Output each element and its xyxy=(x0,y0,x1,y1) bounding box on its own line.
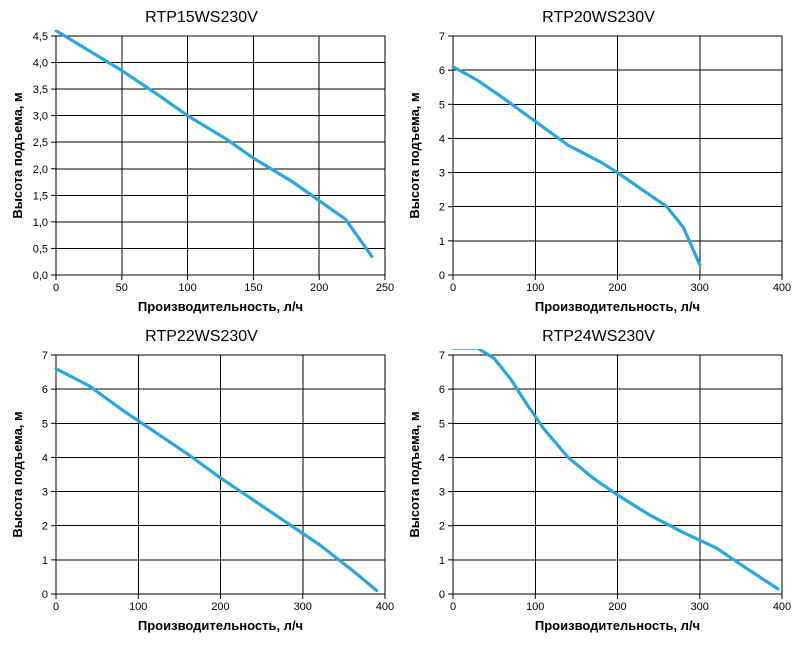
y-axis-label: Высота подъема, м xyxy=(407,92,422,218)
y-tick-label: 4,5 xyxy=(33,31,48,43)
y-tick-label: 3 xyxy=(439,168,445,180)
x-axis-label: Производительность, л/ч xyxy=(535,618,700,633)
panel-rtp15: RTP15WS230V 0 50 100 150 200 250 0,0 0,5 1,0 1,5 2… xyxy=(8,6,395,319)
y-tick-label: 1 xyxy=(439,555,445,567)
y-tick-label: 1 xyxy=(42,555,48,567)
y-tick-label: 5 xyxy=(439,99,445,111)
chart-title: RTP20WS230V xyxy=(405,6,792,30)
y-tick-label: 2,5 xyxy=(33,137,48,149)
panel-rtp22: RTP22WS230V 0 100 200 300 400 0 1 2 3 4 5 6 7 Произво… xyxy=(8,325,395,638)
y-tick-label: 3,0 xyxy=(33,111,48,123)
y-tick-label: 0,0 xyxy=(33,270,48,282)
y-tick-label: 2,0 xyxy=(33,164,48,176)
chart-svg: 0 100 200 300 400 0 1 2 3 4 5 6 7 Производительность,… xyxy=(405,349,792,638)
y-tick-label: 7 xyxy=(42,350,48,362)
y-tick-label: 7 xyxy=(439,31,445,43)
page: RTP15WS230V 0501001502002500,00,51,01,52… xyxy=(0,0,800,646)
x-tick-label: 300 xyxy=(691,282,709,294)
x-tick-label: 200 xyxy=(211,601,229,613)
y-tick-label: 3,5 xyxy=(33,84,48,96)
y-tick-label: 0,5 xyxy=(33,243,48,255)
y-axis-label: Высота подъема, м xyxy=(407,411,422,537)
x-tick-label: 0 xyxy=(450,601,456,613)
x-tick-label: 250 xyxy=(376,282,394,294)
y-tick-label: 1 xyxy=(439,236,445,248)
y-tick-label: 0 xyxy=(42,589,48,601)
y-tick-label: 5 xyxy=(439,418,445,430)
y-tick-label: 4,0 xyxy=(33,58,48,70)
panel-rtp24: RTP24WS230V 0 100 200 300 400 0 1 2 3 4 5 6 7 Произво… xyxy=(405,325,792,638)
y-tick-label: 4 xyxy=(439,452,445,464)
y-tick-label: 0 xyxy=(439,270,445,282)
x-tick-label: 100 xyxy=(129,601,147,613)
y-tick-label: 2 xyxy=(439,202,445,214)
chart-title: RTP22WS230V xyxy=(8,325,395,349)
x-axis-label: Производительность, л/ч xyxy=(138,618,303,633)
x-tick-label: 0 xyxy=(450,282,456,294)
y-tick-label: 3 xyxy=(42,487,48,499)
x-tick-label: 300 xyxy=(691,601,709,613)
chart-grid: RTP15WS230V 0501001502002500,00,51,01,52… xyxy=(0,0,800,646)
chart-canvas-rtp22: 0 100 200 300 400 0 1 2 3 4 5 6 7 Производительность,… xyxy=(8,349,395,638)
x-axis-label: Производительность, л/ч xyxy=(535,299,700,314)
x-tick-label: 100 xyxy=(526,601,544,613)
x-tick-label: 400 xyxy=(773,282,791,294)
chart-canvas-rtp20: 0 100 200 300 400 0 1 2 3 4 5 6 7 Производительность,… xyxy=(405,30,792,319)
chart-title: RTP15WS230V xyxy=(8,6,395,30)
y-axis-label: Высота подъема, м xyxy=(10,92,25,218)
y-tick-label: 5 xyxy=(42,418,48,430)
chart-svg: 0 100 200 300 400 0 1 2 3 4 5 6 7 Производительность,… xyxy=(405,30,792,319)
x-tick-label: 100 xyxy=(526,282,544,294)
y-tick-label: 6 xyxy=(439,384,445,396)
x-tick-label: 0 xyxy=(53,282,59,294)
x-tick-label: 300 xyxy=(294,601,312,613)
y-tick-label: 7 xyxy=(439,350,445,362)
x-axis-label: Производительность, л/ч xyxy=(138,299,303,314)
y-tick-label: 2 xyxy=(42,521,48,533)
x-tick-label: 0 xyxy=(53,601,59,613)
panel-rtp20: RTP20WS230V 0 100 200 300 400 0 1 2 3 4 5 6 7 Произво… xyxy=(405,6,792,319)
chart-title: RTP24WS230V xyxy=(405,325,792,349)
x-tick-label: 200 xyxy=(608,282,626,294)
y-tick-label: 4 xyxy=(42,452,48,464)
y-axis-label: Высота подъема, м xyxy=(10,411,25,537)
y-tick-label: 6 xyxy=(439,65,445,77)
x-tick-label: 150 xyxy=(244,282,262,294)
x-tick-label: 200 xyxy=(310,282,328,294)
y-tick-label: 1,5 xyxy=(33,190,48,202)
y-tick-label: 4 xyxy=(439,133,445,145)
x-tick-label: 50 xyxy=(116,282,128,294)
y-tick-label: 1,0 xyxy=(33,217,48,229)
y-tick-label: 2 xyxy=(439,521,445,533)
x-tick-label: 400 xyxy=(376,601,394,613)
x-tick-label: 100 xyxy=(178,282,196,294)
y-tick-label: 6 xyxy=(42,384,48,396)
x-tick-label: 200 xyxy=(608,601,626,613)
chart-svg: 0 100 200 300 400 0 1 2 3 4 5 6 7 Производительность,… xyxy=(8,349,395,638)
chart-canvas-rtp24: 0 100 200 300 400 0 1 2 3 4 5 6 7 Производительность,… xyxy=(405,349,792,638)
chart-canvas-rtp15: 0 50 100 150 200 250 0,0 0,5 1,0 1,5 2,0 2,5 3,0 3,5 4… xyxy=(8,30,395,319)
chart-svg: 0 50 100 150 200 250 0,0 0,5 1,0 1,5 2,0 2,5 3,0 3,5 4… xyxy=(8,30,395,319)
y-tick-label: 3 xyxy=(439,487,445,499)
y-tick-label: 0 xyxy=(439,589,445,601)
x-tick-label: 400 xyxy=(773,601,791,613)
